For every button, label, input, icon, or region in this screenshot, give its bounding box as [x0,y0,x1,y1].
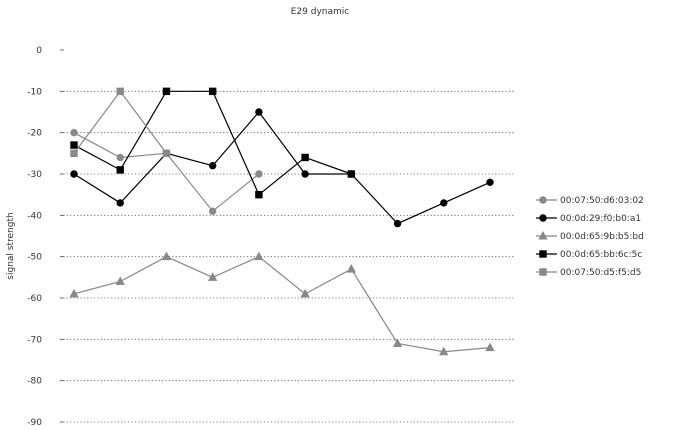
data-point [161,251,172,261]
legend-label: 00:07:50:d5:f5:d5 [560,268,641,278]
data-point [162,87,171,96]
chart-title: E29 dynamic [291,7,350,17]
legend-marker [538,230,548,240]
y-tick-label: -10 [27,87,42,97]
data-point [255,170,263,178]
data-point [116,199,124,207]
data-point [254,251,264,261]
y-tick-label: -80 [27,377,42,387]
data-point [208,87,217,96]
data-point [301,170,309,178]
data-point [301,153,309,162]
data-point [439,346,449,356]
y-tick-label: -70 [27,335,42,345]
series-3 [69,251,495,356]
data-point [70,149,78,158]
data-point [486,178,494,186]
data-point [162,149,171,158]
y-tick-label: -60 [27,294,42,304]
y-tick-label: -50 [27,253,42,263]
legend-label: 00:0d:65:bb:6c:5c [560,250,642,260]
data-point [208,162,217,170]
series-5 [70,87,171,158]
series-4 [70,87,356,199]
data-point [115,276,125,285]
legend-label: 00:0d:29:f0:b0:a1 [560,214,641,224]
gridlines [60,90,515,423]
data-point [347,170,356,178]
data-point [70,170,78,178]
series-line [73,255,491,353]
data-point [255,108,263,116]
series-2 [70,108,494,228]
legend-label: 00:07:50:d6:03:02 [560,196,644,206]
legend: 00:07:50:d6:03:02 00:0d:29:f0:b0:a1 00:0d:… [536,196,644,278]
data-point [116,87,124,96]
data-point [116,153,124,162]
y-tick-label: -20 [27,129,42,139]
data-point [208,272,218,281]
legend-item: 00:07:50:d6:03:02 [536,196,644,206]
data-point [440,199,448,207]
data-point [116,166,124,174]
series-line [73,90,167,154]
data-point [69,288,79,298]
y-tick-label: -40 [27,211,42,221]
y-tick-label: 0 [36,46,42,56]
data-point [70,141,78,149]
legend-item: 00:0d:65:bb:6c:5c [536,250,642,260]
series-group [69,87,495,356]
data-point [392,338,403,347]
legend-label: 00:0d:65:9b:b5:bd [560,232,644,242]
data-point [300,288,310,298]
y-axis: 0 -10 -20 -30 -40 -50 -60 -70 -80 -90 [27,46,64,428]
y-tick-label: -30 [27,170,42,180]
series-line [73,111,491,225]
legend-item: 00:0d:65:9b:b5:bd [536,230,644,242]
series-line [73,90,352,196]
legend-marker [539,214,547,222]
y-tick-label: -90 [27,418,42,428]
data-point [255,190,263,199]
legend-item: 00:0d:29:f0:b0:a1 [536,214,641,224]
data-point [70,128,78,137]
data-point [485,342,495,352]
y-axis-label: signal strength [6,212,16,279]
data-point [346,264,356,273]
data-point [208,207,217,215]
data-point [393,219,402,228]
legend-marker [539,196,547,204]
legend-marker [539,250,547,258]
legend-marker [539,268,547,276]
legend-item: 00:07:50:d5:f5:d5 [536,268,641,278]
